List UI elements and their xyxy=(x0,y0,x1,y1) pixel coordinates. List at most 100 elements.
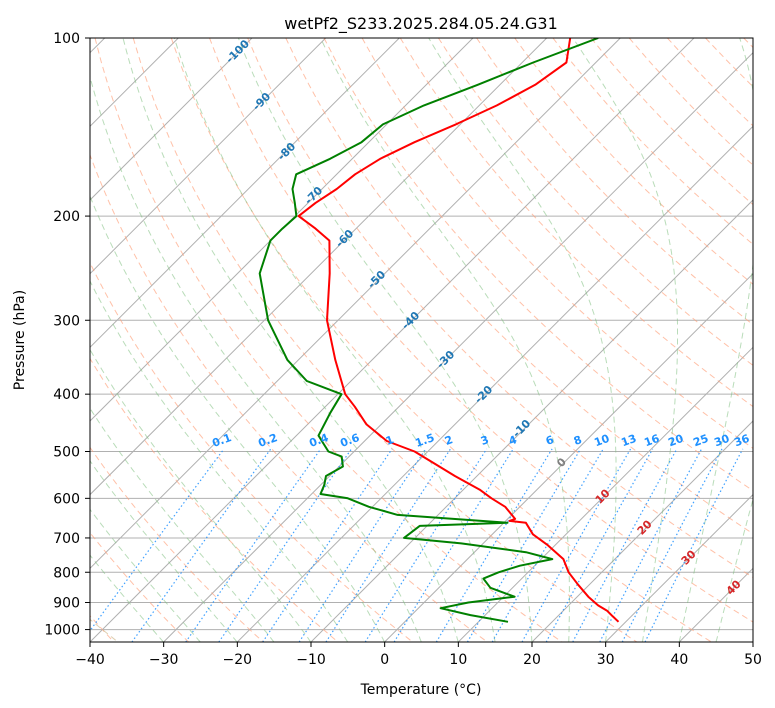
y-axis: 100 200 300 400 500 600 700 800 900 1000 xyxy=(44,31,90,639)
x-axis: −40 −30 −20 −10 0 10 20 30 40 50 xyxy=(75,642,762,668)
moist-adiabat-label: 0 xyxy=(554,455,569,470)
plot-frame xyxy=(89,37,754,643)
dry-adiabat xyxy=(552,38,753,245)
dry-adiabat xyxy=(323,38,753,492)
mixing-ratio-label: 3 xyxy=(479,433,491,448)
isotherm xyxy=(90,38,474,422)
dry-adiabat xyxy=(90,357,339,642)
isotherm xyxy=(90,38,400,349)
mixing-ratio-line xyxy=(435,448,553,642)
y-tick-label: 400 xyxy=(53,387,80,403)
mixing-ratio-line xyxy=(298,448,427,642)
mixing-ratio-label: 6 xyxy=(544,433,556,448)
y-tick-label: 500 xyxy=(53,445,80,461)
isotherm xyxy=(90,38,253,201)
dry-adiabat xyxy=(285,38,753,535)
dry-adiabat xyxy=(90,261,414,642)
mixing-ratio-label: 4 xyxy=(507,433,519,448)
isotherm xyxy=(531,420,753,642)
mixing-ratio-label: 0.1 xyxy=(210,431,233,450)
y-tick-label: 800 xyxy=(53,565,80,581)
x-tick-label: −20 xyxy=(223,652,253,668)
moist-adiabat xyxy=(320,38,570,642)
mixing-ratio-label: 0.6 xyxy=(338,431,361,450)
isotherm xyxy=(90,38,621,570)
moist-adiabat xyxy=(572,38,679,642)
dry-adiabat xyxy=(170,38,712,642)
dry-adiabat-label: -50 xyxy=(365,268,388,291)
mixing-ratio-label: 10 xyxy=(592,432,611,450)
y-tick-label: 600 xyxy=(53,491,80,507)
mixing-ratio-line xyxy=(572,448,678,642)
moist-adiabat-label: 10 xyxy=(593,486,613,506)
moist-adiabat xyxy=(428,38,617,642)
isotherm xyxy=(90,38,548,496)
mixing-ratio-line xyxy=(185,448,322,642)
x-tick-label: −30 xyxy=(149,652,179,668)
isotherm xyxy=(605,493,753,642)
dry-adiabat xyxy=(90,531,190,642)
mixing-ratio-line xyxy=(466,448,582,642)
dry-adiabat xyxy=(132,38,638,642)
moist-adiabat xyxy=(90,348,312,642)
isotherm xyxy=(90,38,695,642)
moist-adiabat xyxy=(715,497,753,642)
x-tick-label: 20 xyxy=(523,652,541,668)
mixing-ratio-label: 8 xyxy=(572,433,584,448)
mixing-ratio-line xyxy=(325,448,452,642)
moist-adiabat xyxy=(237,38,533,642)
mixing-ratio-label: 36 xyxy=(732,432,751,450)
isotherm xyxy=(90,38,327,275)
chart-title: wetPf2_S233.2025.284.05.24.G31 xyxy=(284,14,558,34)
mixing-ratio-label: 25 xyxy=(691,432,710,449)
y-tick-label: 200 xyxy=(53,209,80,225)
mixing-ratio-label: 13 xyxy=(619,432,638,449)
x-tick-label: 40 xyxy=(670,652,688,668)
mixing-ratio-line xyxy=(364,448,488,642)
isotherm xyxy=(752,641,753,642)
mixing-ratio-line xyxy=(393,448,514,642)
moist-adiabat xyxy=(90,407,275,642)
y-tick-label: 700 xyxy=(53,531,80,547)
mixing-ratio-line xyxy=(262,448,393,642)
sounding-profiles xyxy=(258,38,620,623)
mixing-ratio-line xyxy=(644,448,744,642)
y-tick-label: 300 xyxy=(53,313,80,329)
dry-adiabat-label: -20 xyxy=(472,383,495,406)
mixing-ratio-label: 2 xyxy=(443,433,455,448)
moist-adiabat xyxy=(122,38,459,642)
x-tick-label: −10 xyxy=(296,652,326,668)
dry-adiabat xyxy=(667,38,753,127)
moist-adiabat-label: 30 xyxy=(679,547,699,567)
isotherm xyxy=(384,272,753,642)
dry-adiabat-label: -60 xyxy=(333,227,356,250)
x-tick-label: 0 xyxy=(380,652,389,668)
x-tick-label: 10 xyxy=(449,652,467,668)
dry-adiabat xyxy=(437,38,753,366)
mixing-ratio-label: 16 xyxy=(642,432,661,450)
dry-adiabat xyxy=(476,38,753,326)
x-axis-label: Temperature (°C) xyxy=(360,682,482,698)
mixing-ratio-label: 20 xyxy=(666,432,685,450)
dry-adiabat xyxy=(705,38,753,88)
moist-adiabat xyxy=(752,639,753,642)
x-tick-label: 30 xyxy=(597,652,615,668)
isotherm xyxy=(236,125,753,642)
mixing-ratio-line xyxy=(599,448,703,642)
dry-adiabat xyxy=(90,153,488,642)
mixing-ratio-label: 1 xyxy=(384,433,396,448)
moist-adiabat xyxy=(90,74,422,642)
mixing-ratio-line xyxy=(621,448,723,642)
moist-adiabat xyxy=(90,460,238,642)
temperature-profile xyxy=(297,38,620,623)
mixing-ratio-label: 30 xyxy=(712,432,731,450)
mixing-ratio-label: 1.5 xyxy=(413,431,436,450)
isotherm xyxy=(310,199,753,642)
moist-adiabat xyxy=(90,279,349,642)
isotherm xyxy=(163,51,753,642)
x-tick-label: 50 xyxy=(744,652,762,668)
dry-adiabat xyxy=(590,38,753,206)
dry-adiabat xyxy=(90,446,264,642)
moist-adiabat xyxy=(678,38,753,642)
